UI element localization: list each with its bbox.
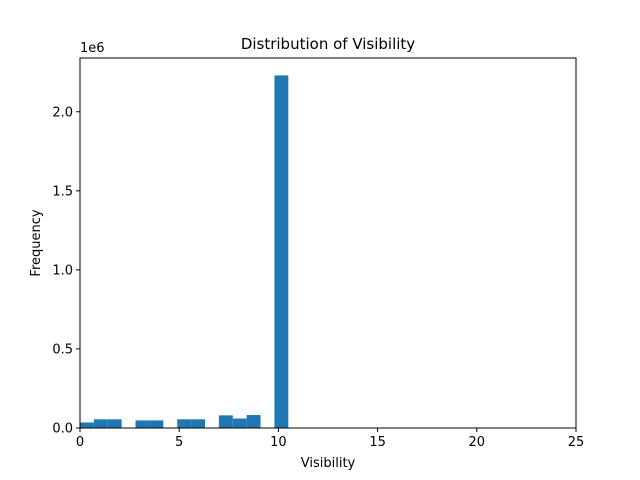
plot-frame <box>79 57 577 429</box>
x-tick-label: 20 <box>469 435 486 450</box>
x-axis-ticks: 0 5 10 15 20 25 <box>76 428 584 450</box>
x-tick-label: 5 <box>175 435 183 450</box>
chart-title: Distribution of Visibility <box>241 35 415 53</box>
histogram-bar-4 <box>149 420 164 428</box>
y-tick-label: 1.5 <box>52 184 73 199</box>
y-tick-label: 1.0 <box>52 263 73 278</box>
x-tick-label: 10 <box>270 435 287 450</box>
y-offset-label: 1e6 <box>80 41 105 56</box>
histogram-bar-3 <box>135 420 150 428</box>
y-tick-label: 0.5 <box>52 342 73 357</box>
histogram-bar-2 <box>107 419 122 428</box>
x-tick-label: 25 <box>568 435 585 450</box>
histogram-bar-0 <box>80 422 94 428</box>
y-tick-label: 2.0 <box>52 105 73 120</box>
y-tick-label: 0.0 <box>52 422 73 437</box>
x-tick-label: 15 <box>369 435 386 450</box>
histogram-bar-10 <box>274 75 289 429</box>
histogram-bar-9 <box>246 415 261 428</box>
y-axis-label: Frequency <box>29 209 44 276</box>
histogram-bar-6 <box>191 419 205 428</box>
bars-group <box>80 75 289 429</box>
histogram-bar-8 <box>232 418 247 428</box>
x-tick-label: 0 <box>76 435 84 450</box>
y-axis-ticks: 0.0 0.5 1.0 1.5 2.0 <box>52 105 80 437</box>
histogram-bar-7 <box>218 415 233 428</box>
histogram-bar-5 <box>177 419 192 428</box>
histogram-bar-1 <box>93 419 108 428</box>
x-axis-label: Visibility <box>301 456 356 471</box>
